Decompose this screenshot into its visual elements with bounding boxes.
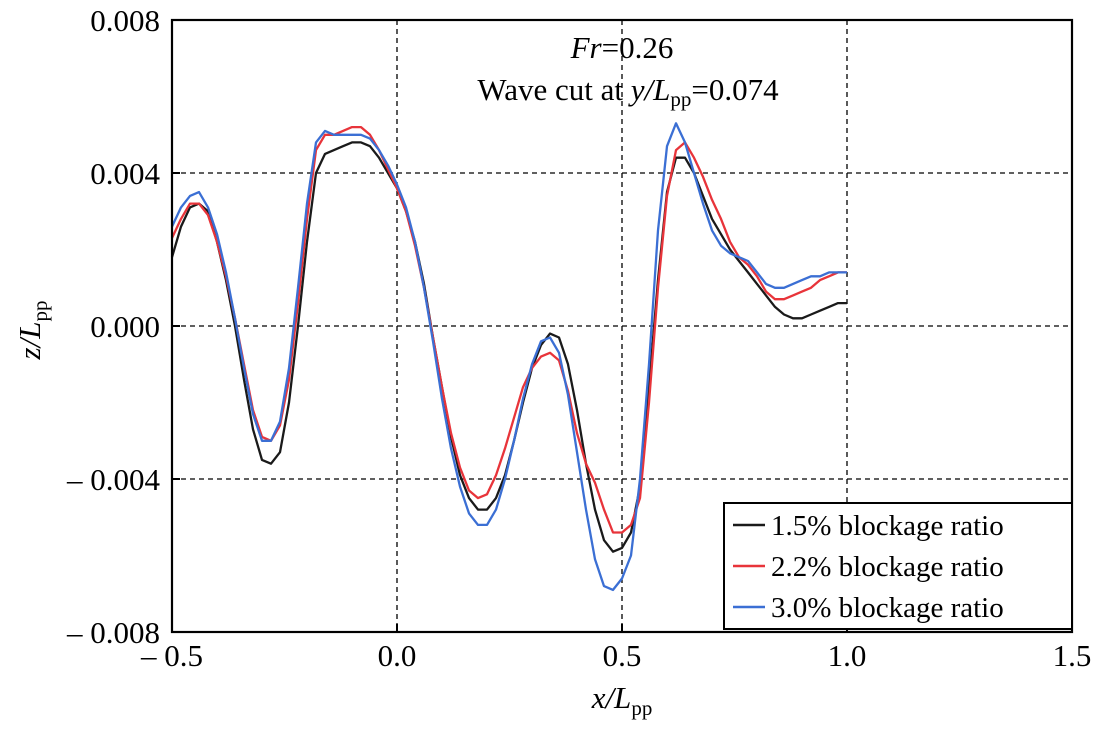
series-line-0 <box>170 141 847 553</box>
x-tick-label-4: 1.5 <box>1053 638 1092 673</box>
x-axis-label: x/Lpp <box>591 680 653 720</box>
y-tick-label-1: 0.004 <box>90 156 160 191</box>
annotation-froude: Fr=0.26 <box>570 30 674 65</box>
annotation-wave-cut: Wave cut at y/Lpp=0.074 <box>477 72 779 111</box>
y-axis-label: z/Lpp <box>12 301 52 361</box>
legend-label-1: 2.2% blockage ratio <box>771 551 1004 583</box>
x-tick-label-2: 0.5 <box>603 638 642 673</box>
y-tick-label-0: 0.008 <box>90 3 160 38</box>
legend-box <box>723 502 1073 630</box>
x-tick-label-1: 0.0 <box>378 638 417 673</box>
legend: 1.5% blockage ratio 2.2% blockage ratio … <box>723 502 1073 630</box>
y-tick-label-4: – 0.008 <box>66 615 160 650</box>
series-line-1 <box>170 125 847 534</box>
series-line-2 <box>170 122 847 592</box>
x-tick-label-0: – 0.5 <box>140 638 203 673</box>
tick-labels: – 0.5 0.0 0.5 1.0 1.5 0.008 0.004 0.000 – 0.004 –… <box>66 3 1091 673</box>
y-tick-label-2: 0.000 <box>90 309 160 344</box>
legend-label-2: 3.0% blockage ratio <box>771 592 1004 624</box>
grid-lines <box>172 20 1072 632</box>
y-tick-label-3: – 0.004 <box>66 462 161 497</box>
legend-label-0: 1.5% blockage ratio <box>771 510 1004 542</box>
series-lines <box>170 122 847 592</box>
x-tick-label-3: 1.0 <box>828 638 867 673</box>
